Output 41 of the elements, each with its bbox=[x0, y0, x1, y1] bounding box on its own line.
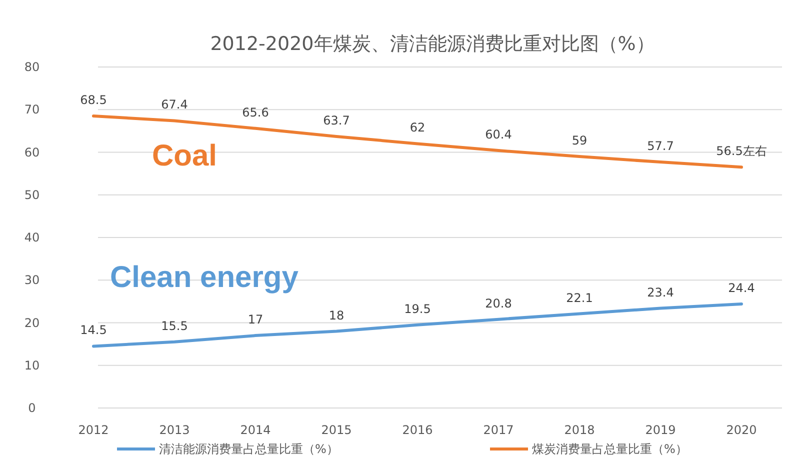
chart-title: 2012-2020年煤炭、清洁能源消费比重对比图（%） bbox=[210, 33, 655, 55]
y-tick-label: 0 bbox=[28, 401, 36, 415]
y-tick-label: 50 bbox=[24, 188, 40, 202]
data-label: 17 bbox=[248, 312, 264, 327]
data-label: 23.4 bbox=[647, 285, 674, 300]
y-tick-label: 10 bbox=[24, 358, 40, 372]
x-tick-label: 2017 bbox=[483, 423, 514, 437]
annotation: Coal bbox=[152, 140, 218, 173]
x-tick-label: 2014 bbox=[240, 423, 271, 437]
x-tick-label: 2013 bbox=[159, 423, 190, 437]
x-tick-label: 2016 bbox=[402, 423, 433, 437]
x-tick-label: 2015 bbox=[321, 423, 352, 437]
data-label: 18 bbox=[328, 308, 344, 322]
legend-label: 清洁能源消费量占总量比重（%） bbox=[159, 442, 338, 456]
data-label: 14.5 bbox=[80, 323, 107, 338]
y-tick-label: 20 bbox=[24, 316, 40, 330]
x-tick-label: 2012 bbox=[78, 423, 109, 437]
annotation: Clean energy bbox=[110, 260, 299, 294]
data-label: 57.7 bbox=[647, 139, 674, 154]
x-tick-label: 2019 bbox=[645, 423, 676, 437]
data-label: 65.6 bbox=[242, 105, 269, 120]
y-tick-label: 80 bbox=[24, 60, 40, 74]
y-tick-label: 40 bbox=[24, 230, 40, 244]
data-label: 67.4 bbox=[161, 98, 188, 112]
data-label: 19.5 bbox=[404, 302, 431, 316]
y-tick-label: 30 bbox=[24, 273, 40, 288]
data-label: 60.4 bbox=[485, 128, 512, 142]
x-tick-label: 2018 bbox=[564, 423, 595, 437]
data-label: 62 bbox=[410, 120, 426, 135]
data-label: 56.5左右 bbox=[716, 144, 767, 158]
data-label: 15.5 bbox=[161, 318, 188, 333]
data-label: 24.4 bbox=[728, 280, 755, 295]
data-label: 63.7 bbox=[323, 113, 350, 128]
data-label: 20.8 bbox=[485, 296, 512, 310]
y-tick-label: 70 bbox=[24, 102, 40, 117]
data-label: 22.1 bbox=[566, 290, 593, 305]
x-tick-label: 2020 bbox=[726, 423, 757, 437]
legend-label: 煤炭消费量占总量比重（%） bbox=[532, 442, 688, 456]
data-label: 59 bbox=[572, 134, 588, 148]
y-tick-label: 60 bbox=[24, 145, 40, 160]
data-label: 68.5 bbox=[80, 93, 107, 108]
